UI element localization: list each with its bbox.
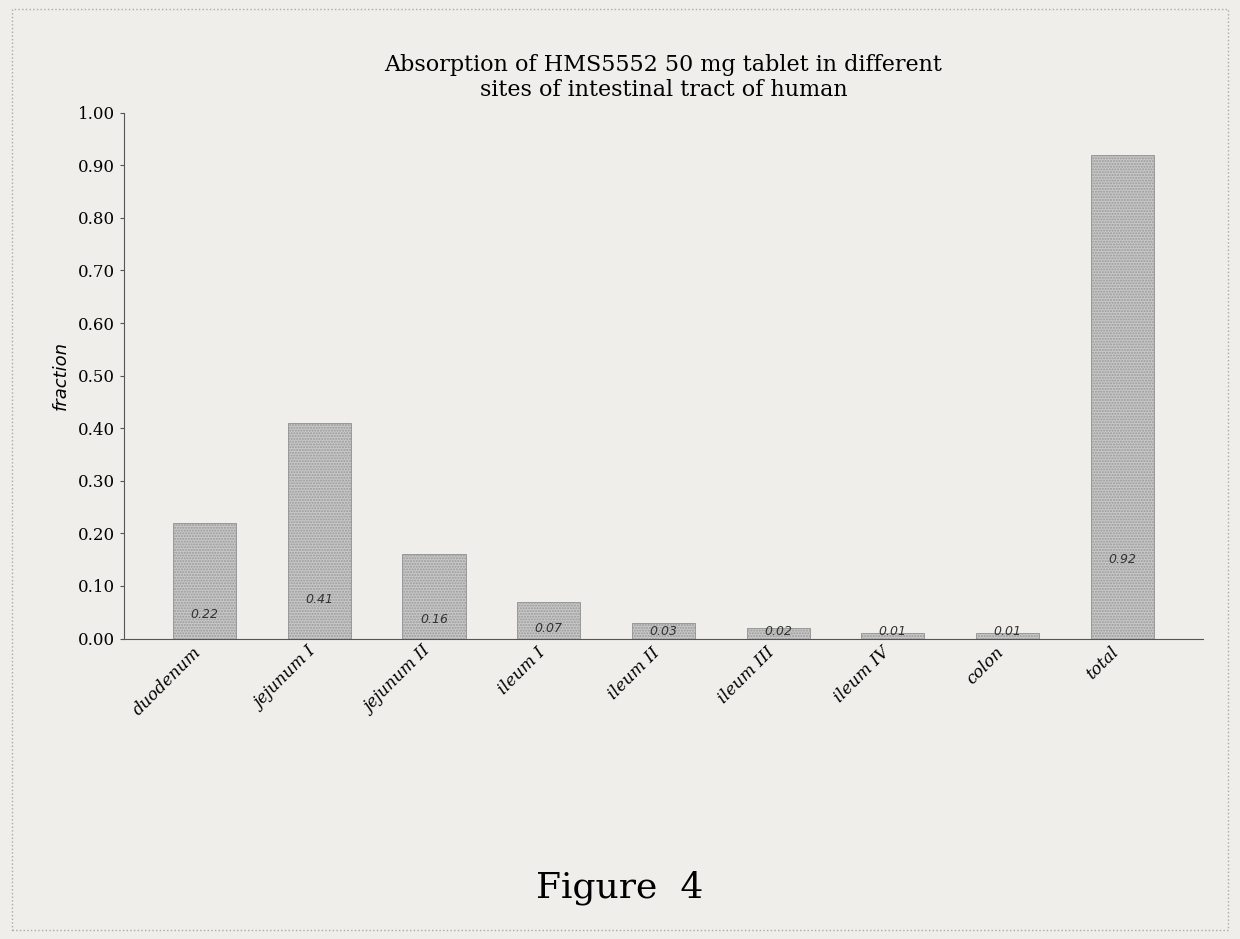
Bar	[403, 554, 465, 639]
Bar	[976, 633, 1039, 639]
Bar	[517, 602, 580, 639]
Bar	[862, 633, 924, 639]
Bar	[288, 423, 351, 639]
Bar	[174, 523, 236, 639]
Text: Figure  4: Figure 4	[537, 870, 703, 904]
Text: 0.22: 0.22	[191, 608, 218, 622]
Text: 0.16: 0.16	[420, 613, 448, 626]
Text: 0.01: 0.01	[879, 625, 906, 638]
Text: 0.02: 0.02	[764, 625, 792, 638]
Title: Absorption of HMS5552 50 mg tablet in different
sites of intestinal tract of hum: Absorption of HMS5552 50 mg tablet in di…	[384, 54, 942, 101]
Bar	[1091, 155, 1153, 639]
Bar	[632, 623, 694, 639]
Text: 0.92: 0.92	[1109, 553, 1136, 566]
Bar	[746, 628, 810, 639]
Text: 0.41: 0.41	[305, 593, 334, 607]
Text: 0.07: 0.07	[534, 622, 563, 635]
Text: 0.01: 0.01	[993, 625, 1022, 638]
Text: 0.03: 0.03	[650, 625, 677, 638]
Y-axis label: fraction: fraction	[52, 341, 69, 410]
